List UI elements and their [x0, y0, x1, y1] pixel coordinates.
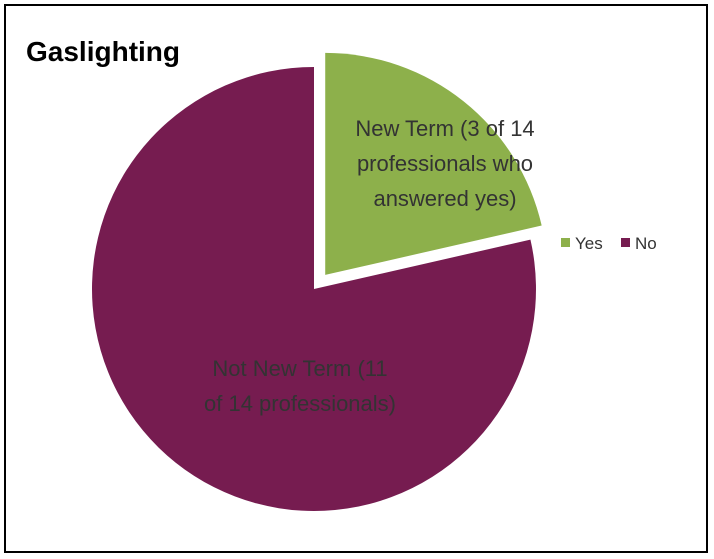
slice-label-line: professionals who [357, 151, 533, 176]
legend-swatch-no [621, 238, 630, 247]
pie-slice-no [92, 67, 537, 512]
slice-label-line: answered yes) [373, 186, 516, 211]
slice-label-no: Not New Term (11 of 14 professionals) [204, 356, 396, 416]
slice-label-yes: New Term (3 of 14 professionals who answer… [355, 116, 534, 211]
slice-label-line: New Term (3 of 14 [355, 116, 534, 141]
legend-swatch-yes [561, 238, 570, 247]
legend-label-yes: Yes [575, 234, 603, 253]
legend-label-no: No [635, 234, 657, 253]
pie-slices [92, 52, 542, 512]
chart-title: Gaslighting [26, 36, 180, 67]
slice-label-line: of 14 professionals) [204, 391, 396, 416]
slice-labels: New Term (3 of 14 professionals who answer… [204, 116, 535, 416]
slice-label-line: Not New Term (11 [212, 356, 387, 381]
legend: Yes No [561, 234, 657, 253]
pie-slice-yes [325, 52, 542, 275]
